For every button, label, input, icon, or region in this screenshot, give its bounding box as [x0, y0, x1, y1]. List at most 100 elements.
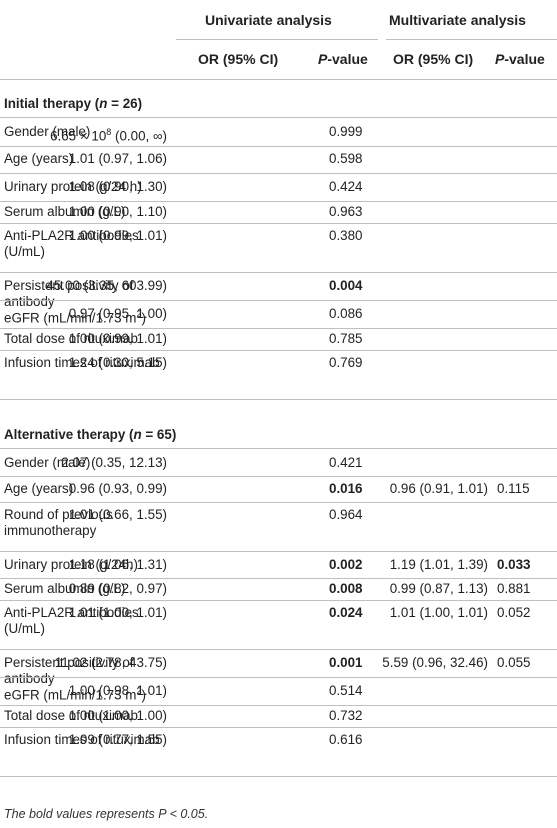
univariate-or: 1.01 (0.97, 1.06) — [68, 151, 167, 166]
univariate-p-value: 0.421 — [329, 455, 363, 470]
row-label: Total dose of rituximab — [4, 708, 138, 723]
univariate-or: 0.97 (0.95, 1.00) — [68, 306, 167, 321]
univariate-p-value: 0.514 — [329, 683, 363, 698]
univariate-or: 1.00 (0.99, 1.01) — [68, 331, 167, 346]
univariate-header: Univariate analysis — [205, 12, 332, 28]
row-rule — [0, 705, 557, 706]
row-label: Persistent positivity of antibody — [4, 278, 134, 309]
row-label: Serum albumin (g/L) — [4, 581, 126, 596]
row-label: Urinary protein (g/24 h) — [4, 179, 142, 194]
row-rule — [0, 399, 557, 400]
multivariate-p-value: 0.052 — [497, 605, 531, 620]
univariate-p-value: 0.380 — [329, 228, 363, 243]
row-rule — [0, 173, 557, 174]
univariate-underline — [176, 39, 378, 40]
univariate-p-value: 0.004 — [329, 278, 363, 293]
univariate-or: 0.89 (0.82, 0.97) — [68, 581, 167, 596]
multivariate-or: 0.99 (0.87, 1.13) — [389, 581, 488, 596]
univariate-p-value: 0.086 — [329, 306, 363, 321]
row-label: Anti-PLA2R antibodies (U/mL) — [4, 605, 139, 636]
row-rule — [0, 578, 557, 579]
univariate-or: 1.01 (0.66, 1.55) — [68, 507, 167, 522]
row-label: Anti-PLA2R antibodies (U/mL) — [4, 228, 139, 259]
univariate-p-value: 0.024 — [329, 605, 363, 620]
univariate-p-value: 0.424 — [329, 179, 363, 194]
row-rule — [0, 551, 557, 552]
row-rule — [0, 448, 557, 449]
univariate-p-value: 0.616 — [329, 732, 363, 747]
univariate-p-value: 0.964 — [329, 507, 363, 522]
univariate-or: 0.96 (0.93, 0.99) — [68, 481, 167, 496]
univariate-or: 11.02 (2.78, 43.75) — [54, 655, 167, 670]
row-rule — [0, 727, 557, 728]
row-rule — [0, 600, 557, 601]
univariate-p-value: 0.008 — [329, 581, 363, 596]
row-rule — [0, 677, 557, 678]
row-rule — [0, 201, 557, 202]
univariate-p-value: 0.001 — [329, 655, 363, 670]
p-value-header-2: P-value — [495, 51, 545, 67]
header-rule — [0, 79, 557, 80]
row-rule — [0, 300, 557, 301]
univariate-or: 1.09 (0.77, 1.55) — [68, 732, 167, 747]
multivariate-or: 0.96 (0.91, 1.01) — [389, 481, 488, 496]
row-rule — [0, 223, 557, 224]
footnote: The bold values represents P < 0.05. — [4, 807, 209, 821]
row-rule — [0, 776, 557, 777]
univariate-or: 6.65 × 108 (0.00, ∞) — [50, 127, 167, 144]
row-label: Infusion times of rituximab — [4, 732, 160, 747]
row-rule — [0, 502, 557, 503]
row-label: Infusion times of rituximab — [4, 355, 160, 370]
multivariate-p-value: 0.881 — [497, 581, 531, 596]
univariate-or: 1.18 (1.06, 1.31) — [68, 557, 167, 572]
multivariate-p-value: 0.115 — [497, 481, 530, 496]
univariate-p-value: 0.769 — [329, 355, 363, 370]
univariate-or: 1.00 (0.99, 1.01) — [68, 228, 167, 243]
univariate-or: 1.24 (0.30, 5.15) — [68, 355, 167, 370]
row-label: Round of previous immunotherapy — [4, 507, 113, 538]
row-label: eGFR (mL/min/1.73 m2) — [4, 686, 146, 703]
univariate-or: 1.08 (0.90, 1.30) — [68, 179, 167, 194]
univariate-or: 1.01 (1.00, 1.01) — [68, 605, 167, 620]
section-title: Alternative therapy (n = 65) — [4, 427, 177, 442]
row-rule — [0, 649, 557, 650]
univariate-or: 2.07 (0.35, 12.13) — [61, 455, 167, 470]
row-rule — [0, 328, 557, 329]
row-rule — [0, 146, 557, 147]
row-rule — [0, 350, 557, 351]
row-rule — [0, 476, 557, 477]
univariate-p-value: 0.999 — [329, 124, 363, 139]
univariate-or: 45.00 (3.35, 603.99) — [46, 278, 167, 293]
row-rule — [0, 272, 557, 273]
multivariate-or: 1.19 (1.01, 1.39) — [389, 557, 488, 572]
row-label: Gender (male) — [4, 455, 91, 470]
row-label: Gender (male) — [4, 124, 91, 139]
univariate-p-value: 0.002 — [329, 557, 363, 572]
multivariate-p-value: 0.055 — [497, 655, 531, 670]
or-ci-header-1: OR (95% CI) — [198, 51, 279, 67]
row-label: Urinary protein (g/24h) — [4, 557, 138, 572]
or-ci-header-2: OR (95% CI) — [393, 51, 474, 67]
row-label: Total dose of rituximab — [4, 331, 138, 346]
univariate-or: 1.00 (1.00, 1.00) — [68, 708, 167, 723]
row-rule — [0, 117, 557, 118]
univariate-p-value: 0.732 — [329, 708, 363, 723]
univariate-p-value: 0.598 — [329, 151, 363, 166]
row-label: Age (years) — [4, 151, 74, 166]
multivariate-header: Multivariate analysis — [389, 12, 526, 28]
univariate-or: 1.00 (0.98, 1.01) — [68, 683, 167, 698]
row-label: Persistent positivity of antibody — [4, 655, 134, 686]
p-value-header-1: P-value — [318, 51, 368, 67]
multivariate-p-value: 0.033 — [497, 557, 531, 572]
multivariate-or: 1.01 (1.00, 1.01) — [389, 605, 488, 620]
univariate-p-value: 0.963 — [329, 204, 363, 219]
row-label: Age (years) — [4, 481, 74, 496]
multivariate-underline — [386, 39, 557, 40]
univariate-or: 1.00 (0.90, 1.10) — [68, 204, 167, 219]
row-label: eGFR (mL/min/1.73 m2) — [4, 309, 146, 326]
row-label: Serum albumin (g/L) — [4, 204, 126, 219]
univariate-p-value: 0.016 — [329, 481, 363, 496]
multivariate-or: 5.59 (0.96, 32.46) — [382, 655, 488, 670]
univariate-p-value: 0.785 — [329, 331, 363, 346]
